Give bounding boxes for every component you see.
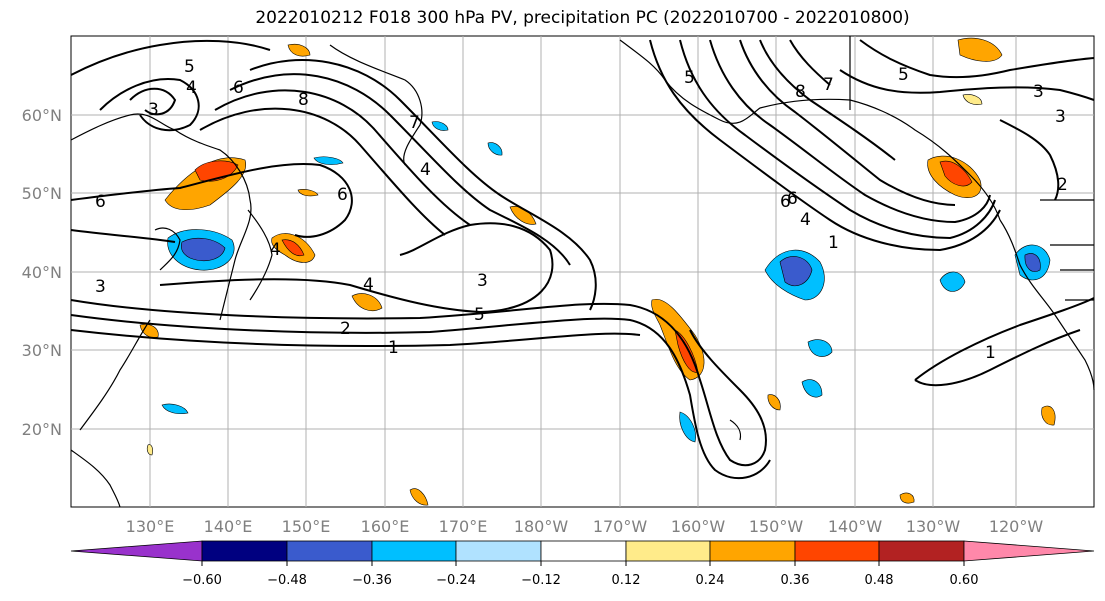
map-title: 2022010212 F018 300 hPa PV, precipitatio… [255, 8, 910, 28]
contour-label: 5 [898, 65, 909, 85]
colorbar-segment [540, 540, 627, 562]
colorbar-tick-label: −0.48 [267, 573, 307, 588]
coastlines [70, 36, 1095, 508]
contour-label: 4 [420, 160, 431, 180]
colorbar-tick-label: −0.36 [352, 573, 392, 588]
lat-label: 60°N [22, 106, 62, 125]
contour-label: 7 [823, 75, 834, 95]
lon-label: 170°W [593, 517, 648, 536]
colorbar-segment [455, 540, 542, 562]
colorbar [70, 540, 1095, 562]
contour-label: 6 [337, 185, 348, 205]
contour-label: 8 [298, 90, 309, 110]
contour-label: 4 [800, 210, 811, 230]
pv-contours [70, 39, 1095, 480]
lon-label: 140°E [204, 517, 253, 536]
colorbar-segment [201, 540, 288, 562]
longitude-labels: 130°E 140°E 150°E 160°E 170°E 180°W 170°… [126, 517, 1044, 536]
colorbar-segment [878, 540, 965, 562]
colorbar-tick-label: −0.60 [182, 573, 222, 588]
contour-label: 4 [186, 78, 197, 98]
contour-label: 1 [828, 233, 839, 253]
contour-label: 6 [780, 192, 791, 212]
contour-label: 1 [388, 338, 399, 358]
contour-label: 3 [148, 100, 159, 120]
colorbar-segment [625, 540, 711, 562]
lon-label: 140°W [828, 517, 883, 536]
lat-label: 50°N [22, 184, 62, 203]
colorbar-segment [794, 540, 880, 562]
contour-label: 6 [95, 192, 106, 212]
contour-label: 3 [95, 277, 106, 297]
lon-label: 170°E [439, 517, 488, 536]
colorbar-ticks [201, 561, 965, 566]
latitude-labels: 60°N 50°N 40°N 30°N 20°N [22, 106, 62, 439]
gridlines [71, 36, 1094, 507]
lon-label: 160°W [671, 517, 726, 536]
colorbar-tick-label: −0.12 [521, 573, 561, 588]
colorbar-tick-label: 0.12 [612, 573, 641, 588]
contour-label: 3 [1055, 107, 1066, 127]
lon-label: 180°W [514, 517, 569, 536]
precip-shading [139, 37, 1056, 506]
contour-label: 2 [340, 319, 351, 339]
colorbar-segment [286, 540, 373, 562]
colorbar-tick-label: 0.48 [865, 573, 894, 588]
lon-label: 150°E [282, 517, 331, 536]
contour-label: 4 [363, 275, 374, 295]
contour-label: 3 [477, 271, 488, 291]
contour-label: 5 [684, 68, 695, 88]
lat-label: 20°N [22, 420, 62, 439]
contour-label: 4 [270, 240, 281, 260]
lat-label: 30°N [22, 341, 62, 360]
contour-label: 2 [1057, 175, 1068, 195]
colorbar-segment [371, 540, 457, 562]
colorbar-tick-label: 0.24 [696, 573, 725, 588]
lon-label: 120°W [989, 517, 1044, 536]
lat-label: 40°N [22, 263, 62, 282]
contour-label: 6 [233, 78, 244, 98]
colorbar-tick-label: 0.36 [781, 573, 810, 588]
colorbar-tick-label: −0.24 [436, 573, 476, 588]
colorbar-extend-high [963, 540, 1095, 562]
contour-label: 8 [795, 82, 806, 102]
contour-label: 7 [409, 113, 420, 133]
lon-label: 130°E [126, 517, 175, 536]
lon-label: 160°E [361, 517, 410, 536]
colorbar-extend-low [70, 540, 203, 562]
lon-label: 150°W [749, 517, 804, 536]
contour-label: 6 [787, 189, 798, 209]
colorbar-tick-labels: −0.60 −0.48 −0.36 −0.24 −0.12 0.12 0.24 … [182, 573, 978, 588]
contour-label: 3 [1033, 82, 1044, 102]
colorbar-segment [709, 540, 796, 562]
contour-label: 5 [184, 57, 195, 77]
contour-label: 1 [985, 343, 996, 363]
colorbar-tick-label: 0.60 [950, 573, 979, 588]
lon-label: 130°W [906, 517, 961, 536]
contour-label: 5 [474, 305, 485, 325]
contour-labels: 3 5 4 6 8 7 6 4 6 4 3 4 3 2 1 5 6 5 8 7 … [95, 57, 1068, 363]
